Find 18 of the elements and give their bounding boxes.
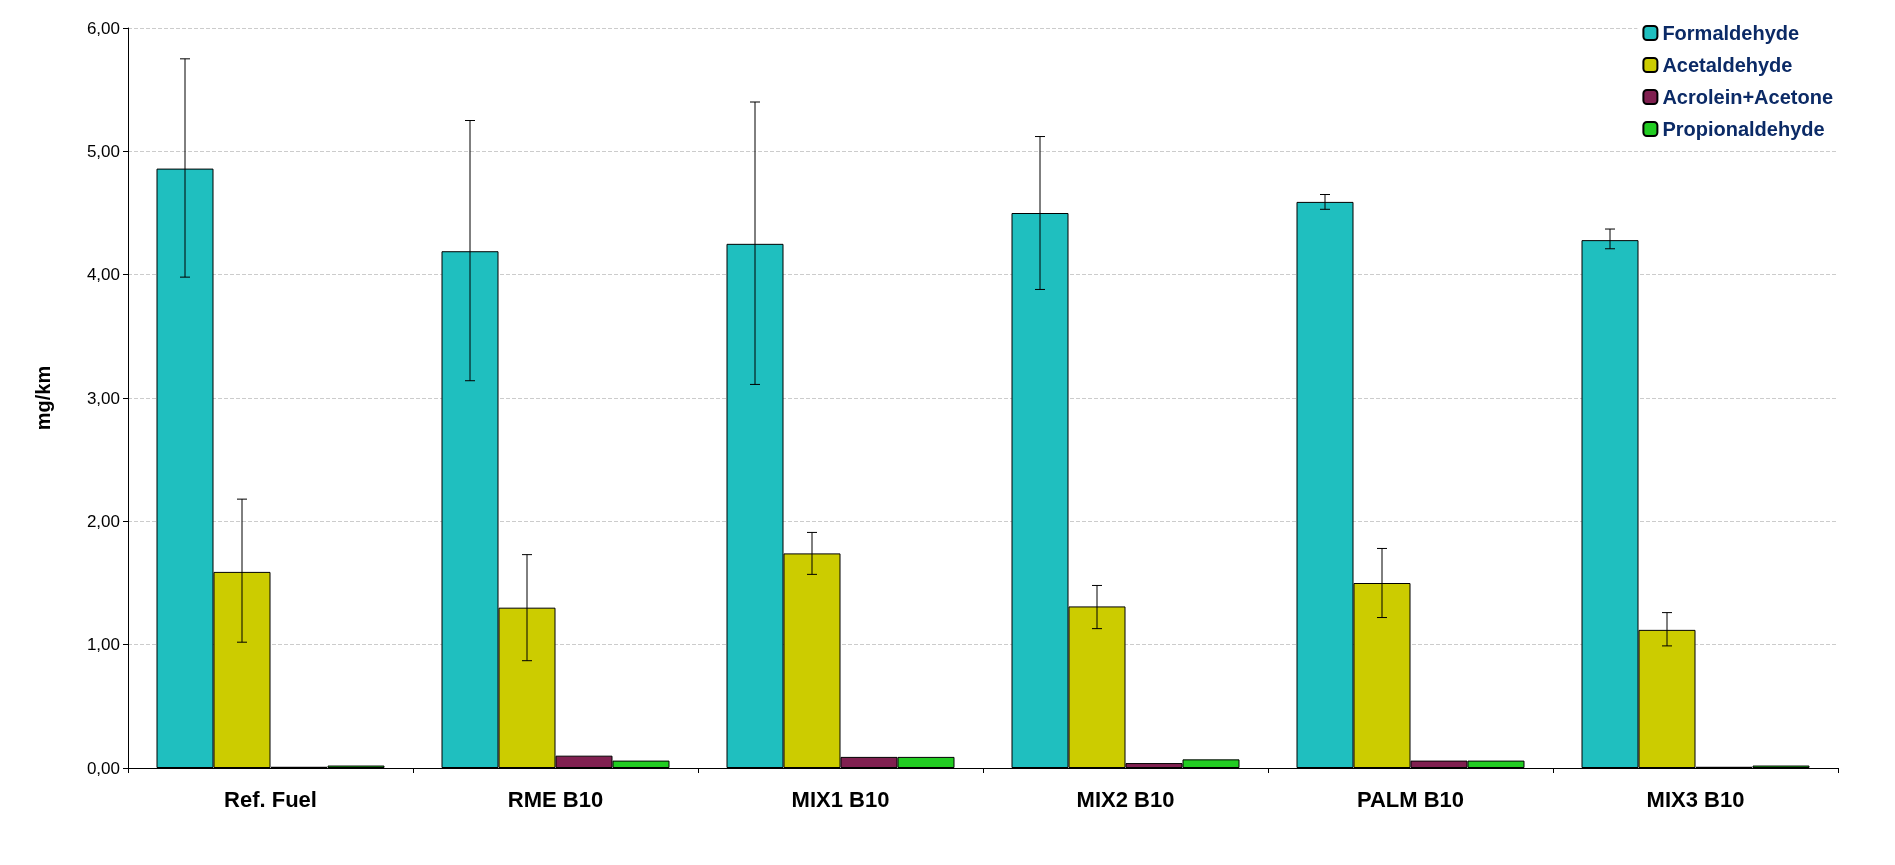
y-tick-label: 1,00 [86,635,120,655]
x-tick-label: MIX3 B10 [1646,786,1745,812]
y-tick-label: 2,00 [86,511,120,531]
x-tick-label: RME B10 [507,786,604,812]
y-tick-label: 6,00 [86,18,120,38]
x-tick-label: MIX1 B10 [791,786,890,812]
y-tick-label: 4,00 [86,265,120,285]
legend-label: Acrolein+Acetone [1662,86,1833,108]
y-axis-title: mg/km [32,365,54,431]
x-tick-label: MIX2 B10 [1076,786,1175,812]
y-tick-label: 0,00 [86,758,120,778]
legend-label: Formaldehyde [1662,22,1800,44]
legend-label: Acetaldehyde [1662,54,1793,76]
y-tick-label: 5,00 [86,141,120,161]
y-tick-label: 3,00 [86,388,120,408]
x-tick-label: Ref. Fuel [224,786,317,812]
x-tick-label: PALM B10 [1356,786,1465,812]
legend-label: Propionaldehyde [1662,118,1825,140]
